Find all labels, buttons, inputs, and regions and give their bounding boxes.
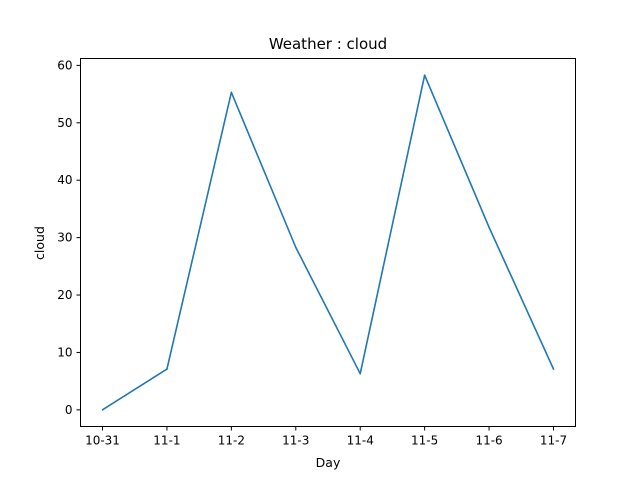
y-tick-label: 40 (57, 173, 72, 187)
x-tick-label: 11-4 (347, 434, 374, 448)
y-tick-label: 30 (57, 231, 72, 245)
x-tick-label: 11-1 (153, 434, 180, 448)
y-tick-label: 20 (57, 288, 72, 302)
y-tick-label: 60 (57, 58, 72, 72)
series-line (102, 74, 555, 411)
x-tick-label: 11-2 (218, 434, 245, 448)
y-tick-label: 0 (65, 403, 73, 417)
x-tick-label: 11-6 (475, 434, 502, 448)
data-point (359, 372, 362, 375)
plot-frame (80, 58, 576, 427)
x-tick-label: 10-31 (85, 434, 120, 448)
x-tick-label: 11-5 (411, 434, 438, 448)
plot-area: 10-31 11-1 11-2 11-3 11-4 11-5 11-6 11-7 0 10 20 3… (57, 58, 576, 448)
x-tick-label: 11-3 (282, 434, 309, 448)
data-point (423, 74, 426, 76)
y-axis: 0 10 20 30 40 50 60 (57, 58, 81, 417)
data-point (101, 409, 104, 411)
x-axis: 10-31 11-1 11-2 11-3 11-4 11-5 11-6 11-7 (85, 426, 567, 448)
series-group (101, 74, 555, 411)
chart-title: Weather : cloud (269, 35, 387, 53)
y-tick-label: 50 (57, 116, 72, 130)
y-tick-label: 10 (57, 345, 72, 359)
y-axis-label: cloud (32, 226, 47, 260)
data-point (552, 368, 555, 370)
data-point (230, 91, 233, 94)
data-point (166, 368, 168, 370)
data-point (488, 226, 490, 229)
x-axis-label: Day (316, 455, 341, 470)
data-point (294, 246, 297, 249)
x-tick-label: 11-7 (540, 434, 567, 448)
